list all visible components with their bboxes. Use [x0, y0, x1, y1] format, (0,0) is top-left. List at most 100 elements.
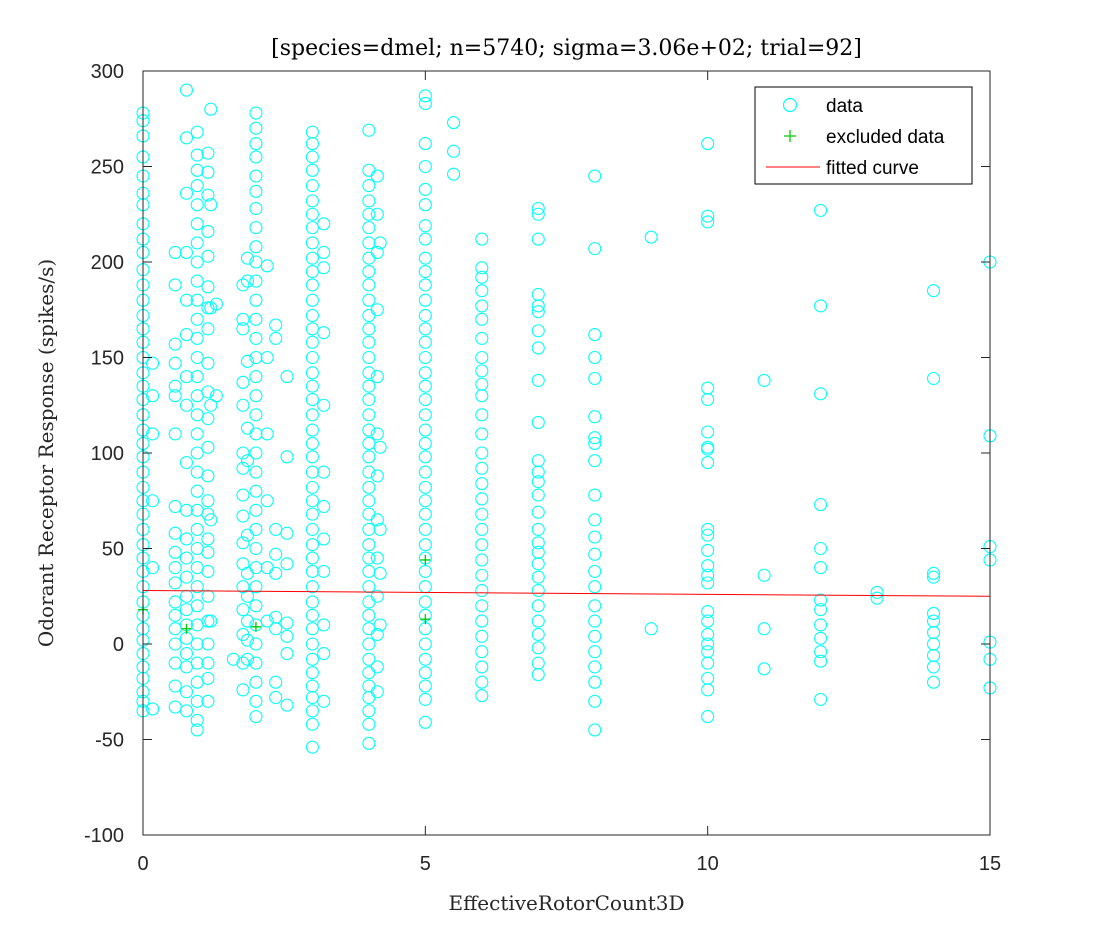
data-point [362, 278, 376, 292]
data-point [362, 392, 376, 407]
data-point [475, 675, 489, 689]
data-point [362, 293, 376, 307]
data-point [269, 547, 283, 561]
data-point [814, 654, 828, 668]
data-point [475, 660, 489, 674]
legend: data excluded data fitted curve [754, 86, 973, 185]
data-point [249, 541, 263, 556]
data-point [926, 606, 941, 620]
data-point [190, 217, 204, 231]
data-point [475, 645, 489, 659]
data-point [370, 427, 384, 441]
data-point [269, 622, 283, 636]
data-point [168, 526, 182, 540]
data-point [362, 408, 376, 422]
data-point [249, 137, 263, 151]
plot-area [143, 71, 990, 835]
data-point [305, 392, 319, 407]
data-point [317, 261, 331, 275]
data-point [418, 308, 432, 323]
data-point [249, 656, 263, 670]
data-point [240, 589, 255, 603]
data-point [249, 201, 263, 216]
data-point [179, 83, 194, 97]
data-point [447, 116, 461, 130]
data-point [280, 557, 294, 571]
data-point [201, 589, 215, 603]
data-point [190, 446, 204, 460]
data-point [305, 507, 319, 521]
data-point [190, 148, 204, 162]
data-point [814, 631, 828, 645]
legend-label-fitted-curve: fitted curve [826, 158, 919, 179]
data-point [201, 280, 215, 294]
data-point [475, 261, 489, 275]
data-point [280, 526, 294, 540]
data-point [249, 389, 263, 403]
data-point [305, 564, 319, 578]
data-point [418, 538, 432, 552]
data-point [531, 305, 545, 319]
data-point [757, 662, 771, 676]
data-point [588, 547, 602, 561]
data-point [249, 503, 263, 517]
data-point [249, 408, 263, 422]
data-point [201, 188, 215, 202]
data-point [370, 303, 384, 317]
data-point [305, 194, 319, 208]
data-point [870, 585, 884, 599]
data-point [317, 564, 331, 578]
data-point [418, 450, 432, 464]
data-point [475, 312, 489, 326]
data-point [701, 215, 715, 229]
data-point [531, 505, 545, 519]
data-point [190, 484, 204, 498]
data-point [201, 507, 215, 521]
chart-title: [species=dmel; n=5740; sigma=3.06e+02; t… [271, 36, 862, 61]
data-point [204, 614, 218, 628]
data-point [475, 427, 489, 441]
data-point [190, 656, 204, 670]
data-point [305, 163, 319, 177]
data-point [588, 660, 602, 674]
data-point [418, 465, 432, 479]
data-point [814, 603, 828, 617]
data-point [236, 603, 250, 617]
data-point [926, 675, 941, 689]
data-point [190, 274, 204, 288]
data-point [362, 335, 376, 349]
data-point [475, 364, 489, 378]
data-point [362, 207, 376, 221]
data-point [179, 589, 194, 603]
data-point [249, 150, 263, 164]
data-point [362, 736, 376, 750]
data-point [179, 532, 194, 546]
data-point [168, 576, 182, 590]
data-point [362, 637, 376, 651]
data-point [362, 480, 376, 494]
data-point [317, 245, 331, 259]
data-point [588, 629, 602, 643]
data-point [701, 522, 715, 536]
data-point [362, 608, 376, 622]
data-point [179, 685, 194, 699]
data-point [701, 442, 715, 456]
data-point [531, 668, 545, 682]
data-point [418, 322, 432, 336]
data-point [531, 488, 545, 502]
data-point [588, 169, 602, 183]
data-point [814, 561, 828, 575]
data-point [249, 240, 263, 254]
data-point [531, 341, 545, 355]
data-point [418, 293, 432, 307]
data-point [168, 356, 182, 370]
data-point [701, 710, 715, 724]
data-point [531, 599, 545, 613]
data-point [201, 469, 215, 483]
data-point [305, 608, 319, 622]
data-point [370, 551, 384, 565]
data-point [236, 461, 250, 475]
data-point [317, 326, 331, 340]
data-point [362, 580, 376, 594]
